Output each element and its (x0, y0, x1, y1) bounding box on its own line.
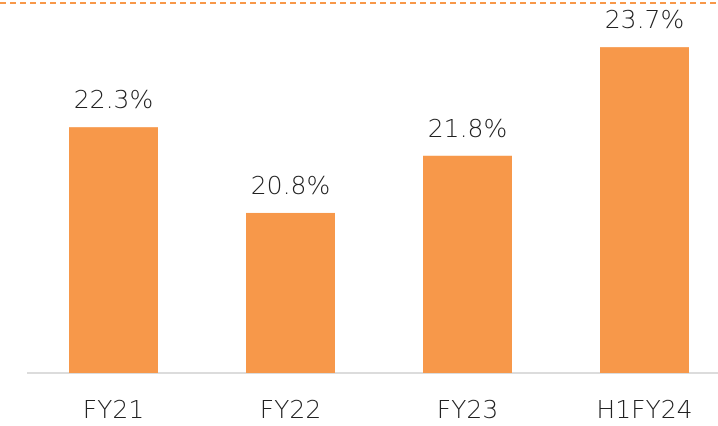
x-tick-label: FY22 (260, 395, 321, 424)
value-label: 21.8% (428, 114, 507, 143)
x-tick-label: FY21 (83, 395, 144, 424)
bar (423, 155, 512, 373)
value-label: 20.8% (251, 171, 330, 200)
value-label: 22.3% (74, 85, 153, 114)
bar (600, 47, 689, 374)
x-tick-label: H1FY24 (596, 395, 692, 424)
bar (69, 127, 158, 373)
bar (246, 212, 335, 373)
x-tick-label: FY23 (437, 395, 498, 424)
value-label: 23.7% (605, 5, 684, 34)
